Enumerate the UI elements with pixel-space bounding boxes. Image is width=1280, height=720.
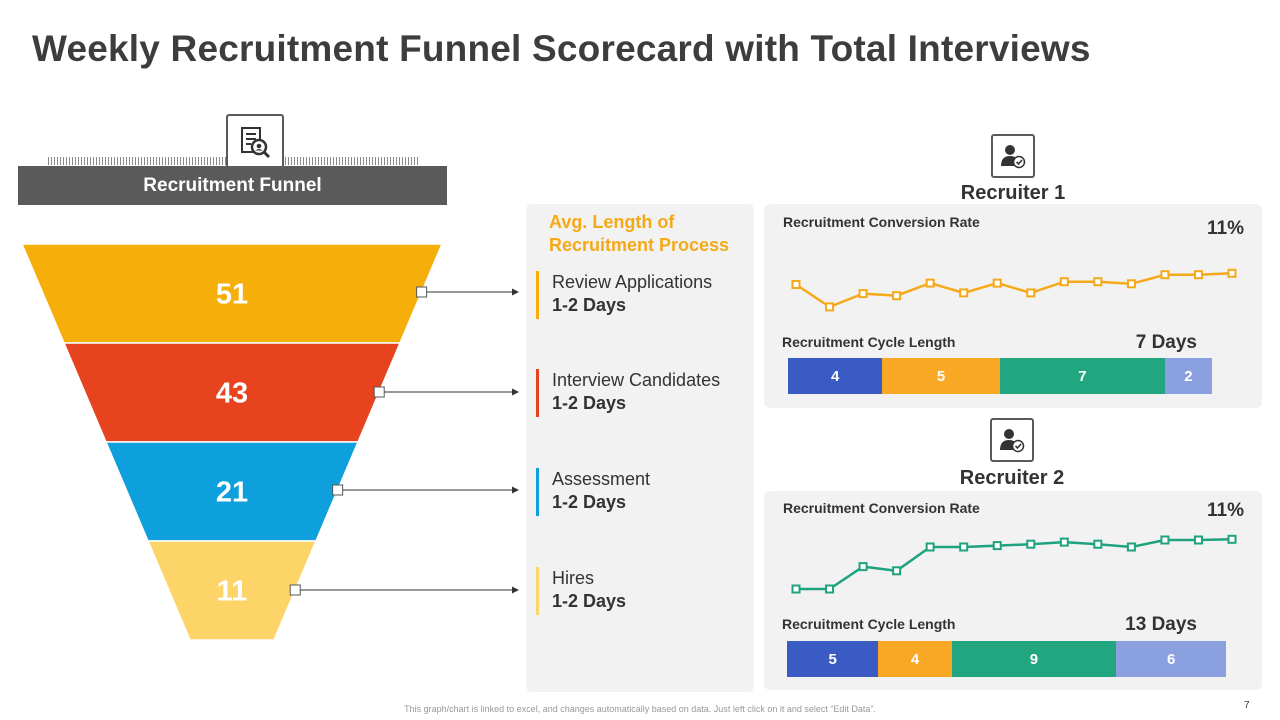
recruiter-1-point-1: [791, 280, 801, 289]
recruiter-1-line-chart: [791, 268, 1237, 312]
recruiter-1-cycle-days: 7 Days: [1135, 332, 1197, 353]
recruiter-2-point-5: [925, 542, 935, 552]
recruiter-1-cycle-label: Recruitment Cycle Length: [782, 334, 956, 350]
recruiter-2-cycle-segment-4: 6: [1116, 641, 1226, 677]
recruiter-2-point-3: [858, 562, 868, 572]
recruiter-1-conversion-label: Recruitment Conversion Rate: [783, 214, 980, 230]
stage-name: Assessment: [552, 469, 651, 489]
stage-duration: 1-2 Days: [552, 492, 627, 512]
recruiter-1-cycle-segment-2: 5: [882, 358, 1000, 394]
recruiter-1-point-11: [1126, 279, 1136, 289]
recruiter-2-point-13: [1193, 535, 1203, 545]
funnel-value-3: 21: [216, 477, 248, 509]
connector-node-4: [289, 584, 301, 596]
recruiter-2-cycle-segment-2: 4: [878, 641, 952, 677]
document-search-icon: [226, 114, 284, 172]
recruiter-2-point-9: [1059, 537, 1069, 547]
funnel-chart: 51 43 21 11: [20, 243, 519, 641]
stage-item-3: Assessment 1-2 Days: [536, 468, 746, 516]
recruiter-2-point-8: [1026, 539, 1036, 549]
recruiter-1-cycle-segment-1: 4: [788, 358, 883, 394]
connector-node-3: [332, 484, 344, 496]
stages-panel: [526, 204, 754, 692]
connector-arrow-3: [512, 486, 519, 494]
recruiter-2-point-6: [959, 542, 969, 552]
footer-note: This graph/chart is linked to excel, and…: [404, 704, 876, 714]
stage-item-4: Hires 1-2 Days: [536, 567, 746, 615]
recruiter-2-point-14: [1227, 534, 1237, 544]
connector-node-1: [416, 286, 428, 298]
page-title: Weekly Recruitment Funnel Scorecard with…: [32, 28, 1091, 69]
connector-node-2: [373, 386, 385, 398]
recruiter-1-point-8: [1026, 288, 1036, 298]
recruiter-2-point-11: [1126, 542, 1136, 552]
recruiter-1-point-2: [825, 302, 835, 312]
recruiter-2-cycle-segment-1: 5: [787, 641, 879, 677]
avg-length-title: Avg. Length of Recruitment Process: [549, 212, 730, 255]
recruiter-1-point-13: [1193, 270, 1203, 280]
connector-arrow-4: [512, 586, 519, 594]
recruiter-1-point-10: [1093, 277, 1103, 287]
recruiter-1-point-7: [992, 278, 1002, 288]
recruiter-1-conversion-value: 11%: [1207, 218, 1244, 239]
stage-duration: 1-2 Days: [552, 393, 627, 413]
connector-arrow-1: [512, 288, 519, 296]
recruiter-1-icon: [991, 134, 1035, 178]
funnel-value-1: 51: [216, 279, 248, 311]
recruiter-2-cycle-segment-3: 9: [951, 641, 1117, 677]
recruiter-2-conversion-value: 11%: [1207, 500, 1244, 521]
recruiter-2-name: Recruiter 2: [959, 467, 1065, 489]
recruiter-2-conversion-label: Recruitment Conversion Rate: [783, 500, 980, 516]
funnel-segment-4: [146, 540, 318, 641]
stage-name: Interview Candidates: [552, 370, 721, 390]
page-number: 7: [1244, 700, 1250, 711]
recruiter-1-series-line: [795, 272, 1233, 309]
recruiter-1-point-9: [1059, 277, 1069, 287]
connector-arrow-2: [512, 388, 519, 396]
funnel-value-4: 11: [217, 576, 248, 608]
stage-name: Review Applications: [552, 272, 713, 292]
recruiter-2-cycle-days: 13 Days: [1125, 614, 1197, 635]
recruiter-2-point-7: [992, 541, 1002, 551]
recruiter-2-cycle-label: Recruitment Cycle Length: [782, 616, 956, 632]
recruiter-2-point-4: [892, 566, 902, 576]
recruiter-1-point-12: [1160, 270, 1170, 280]
recruiter-1-point-14: [1227, 268, 1237, 278]
funnel-header: Recruitment Funnel: [18, 166, 447, 205]
stage-name: Hires: [552, 568, 595, 588]
recruiter-1-point-4: [892, 291, 902, 301]
recruiter-2-icon: [990, 418, 1034, 462]
recruiter-1-point-6: [959, 288, 969, 298]
recruiter-1-point-3: [858, 289, 868, 299]
recruiter-2-point-12: [1160, 535, 1170, 545]
recruiter-1-cycle-segment-3: 7: [999, 358, 1165, 394]
funnel-value-2: 43: [216, 378, 248, 410]
recruiter-2-point-1: [791, 584, 801, 594]
recruiter-2-line-chart: [791, 534, 1237, 594]
stage-duration: 1-2 Days: [552, 295, 627, 315]
recruiter-1-name: Recruiter 1: [960, 182, 1066, 204]
stage-item-2: Interview Candidates 1-2 Days: [536, 369, 746, 417]
stage-duration: 1-2 Days: [552, 591, 627, 611]
recruiter-1-cycle-segment-4: 2: [1164, 358, 1212, 394]
recruiter-2-series-line: [796, 538, 1233, 591]
stage-item-1: Review Applications 1-2 Days: [536, 271, 746, 319]
recruiter-1-point-5: [925, 278, 935, 288]
recruiter-2-point-10: [1093, 539, 1103, 549]
recruiter-2-point-2: [825, 584, 835, 594]
